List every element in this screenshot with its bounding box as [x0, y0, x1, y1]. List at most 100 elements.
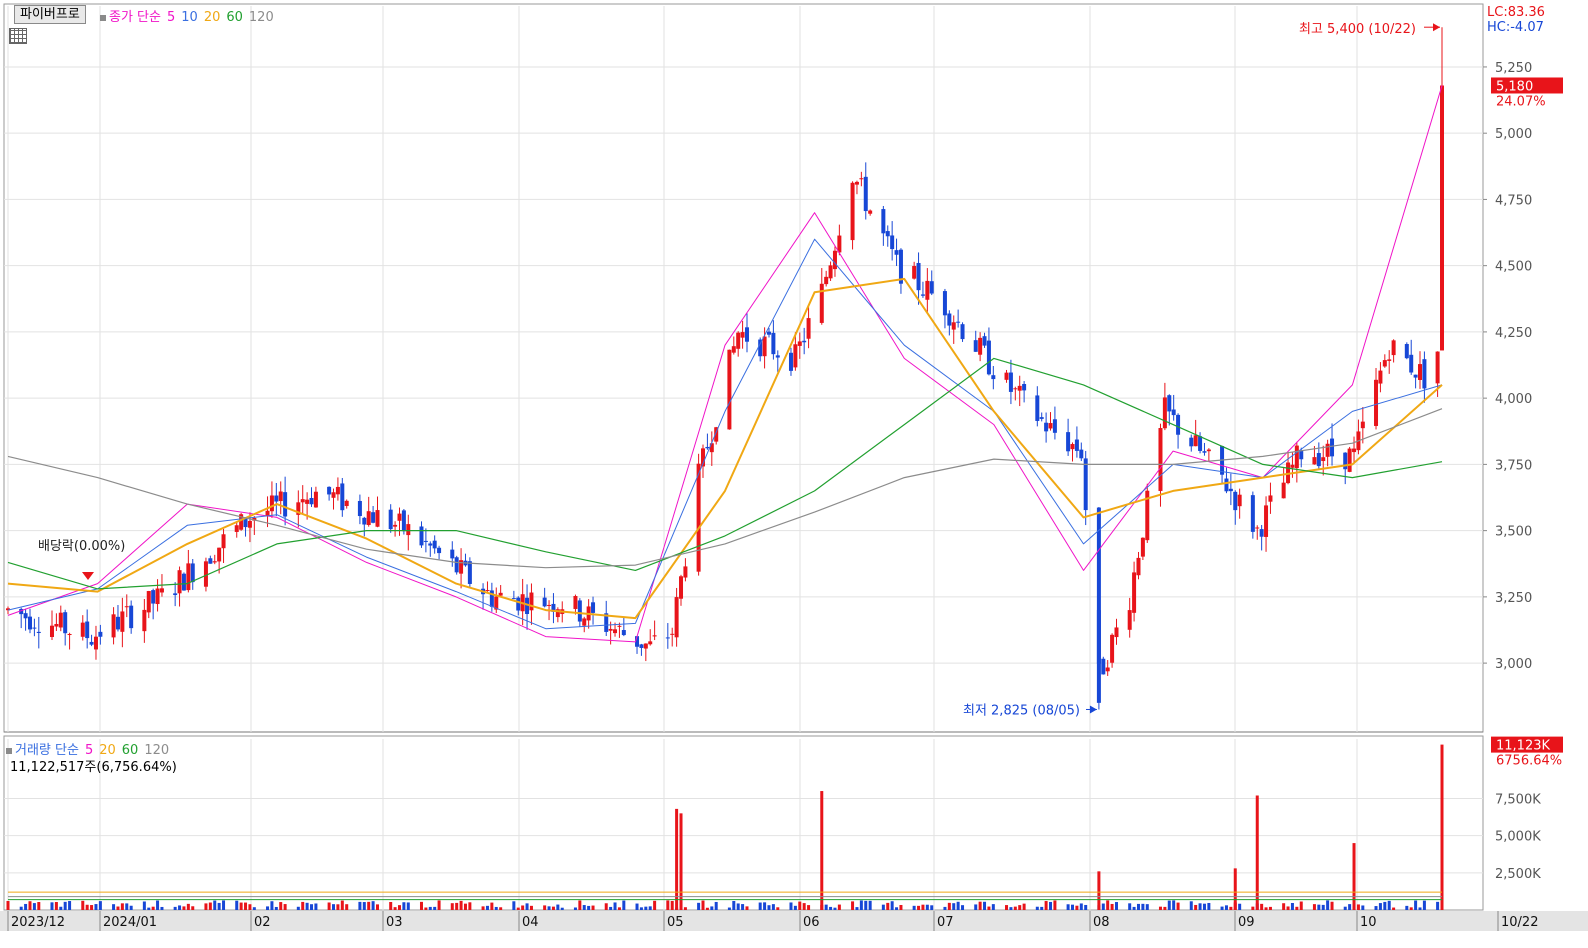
legend-ma120: 120 — [248, 10, 274, 25]
candle-body — [929, 281, 934, 294]
indicator-toggle-button[interactable]: 파이버프로 — [14, 5, 86, 24]
volume-bar — [266, 906, 270, 910]
volume-bar — [1163, 906, 1167, 910]
volume-bar — [450, 903, 454, 910]
vol-legend-ma60: 60 — [121, 743, 139, 758]
volume-bar — [1079, 903, 1083, 910]
candle-body — [894, 250, 899, 255]
volume-bar — [481, 906, 485, 910]
volume-bar — [142, 901, 146, 910]
time-axis-bar — [0, 911, 1588, 931]
candle-body — [643, 643, 648, 649]
candle-body — [1409, 354, 1414, 373]
volume-bar — [551, 906, 555, 910]
candle-body — [701, 448, 706, 467]
candle-body — [547, 604, 552, 606]
candle-body — [1008, 372, 1013, 392]
volume-bar — [956, 901, 960, 910]
candle-body — [1083, 458, 1088, 511]
candle-body — [1330, 438, 1335, 457]
candle-body — [27, 616, 32, 630]
candle-body — [217, 547, 222, 562]
volume-bar — [727, 907, 731, 910]
candle-body — [639, 644, 644, 648]
candle-body — [665, 637, 670, 639]
volume-bar — [1387, 900, 1391, 910]
candle-body — [393, 524, 398, 527]
candle-body — [679, 576, 684, 599]
volume-bar — [582, 905, 586, 910]
candle-body — [982, 336, 987, 346]
candle-body — [1391, 340, 1396, 356]
volume-bar-spike — [820, 791, 824, 910]
candle-body — [1312, 457, 1317, 465]
candle-body — [1224, 478, 1229, 492]
candle-body — [151, 590, 156, 604]
volume-bar — [868, 900, 872, 910]
volume-bar — [991, 904, 995, 910]
candle-body — [766, 331, 771, 335]
candle-body — [1374, 379, 1379, 426]
candle-body — [1268, 495, 1273, 502]
volume-bar — [222, 900, 226, 910]
volume-bar — [917, 905, 921, 910]
volume-bar — [28, 901, 32, 910]
candle-body — [1250, 495, 1255, 532]
candle-body — [432, 540, 437, 549]
volume-bar — [705, 907, 709, 910]
volume-bar — [191, 906, 195, 910]
volume-bar — [556, 904, 560, 910]
candle-body — [1264, 505, 1269, 537]
candle-body — [305, 499, 310, 504]
volume-bar — [1040, 906, 1044, 910]
volume-bar — [24, 903, 28, 910]
volume-bar — [37, 902, 41, 910]
volume-bar — [1378, 903, 1382, 910]
volume-bar — [529, 905, 533, 910]
price-axis-label: 4,250 — [1495, 326, 1532, 341]
volume-bar — [1207, 902, 1211, 910]
candle-body — [454, 557, 459, 573]
volume-bar — [1202, 903, 1206, 910]
candle-body — [1193, 435, 1198, 447]
candle-body — [1228, 488, 1233, 492]
volume-bar — [1189, 901, 1193, 910]
volume-bar — [1084, 904, 1088, 910]
volume-bar — [362, 902, 366, 910]
volume-bar — [978, 901, 982, 910]
grid-icon[interactable] — [9, 28, 27, 44]
candle-body — [960, 324, 965, 340]
candle-body — [793, 344, 798, 368]
volume-bar — [947, 902, 951, 910]
candle-body — [115, 616, 120, 630]
volume-bar — [895, 907, 899, 910]
candle-body — [1127, 610, 1132, 630]
candle-body — [582, 618, 587, 626]
price-legend-label: 종가 단순 — [109, 10, 161, 25]
volume-bar — [543, 905, 547, 910]
candle-body — [1255, 527, 1260, 529]
volume-bar — [1414, 900, 1418, 910]
volume-bar — [771, 904, 775, 910]
volume-bar — [1299, 901, 1303, 910]
volume-bar — [837, 904, 841, 910]
candle-body — [357, 500, 362, 517]
candle-body — [1167, 395, 1172, 412]
volume-bar — [90, 905, 94, 910]
candle-body — [744, 327, 749, 342]
candle-body — [67, 634, 72, 636]
volume-bar — [983, 901, 987, 910]
volume-bar — [1013, 906, 1017, 910]
candle-body — [731, 346, 736, 353]
candle-body — [265, 510, 270, 517]
current-volume-text: 11,123K — [1496, 739, 1550, 754]
candle-body — [1233, 491, 1238, 511]
candle-body — [1360, 421, 1365, 429]
volume-value-text: 11,122,517주(6,756.64%) — [10, 760, 177, 775]
legend-ma60: 60 — [226, 10, 243, 25]
volume-bar — [283, 904, 287, 910]
candle-body — [714, 427, 719, 442]
volume-bar — [248, 904, 252, 910]
candle-body — [1132, 572, 1137, 613]
